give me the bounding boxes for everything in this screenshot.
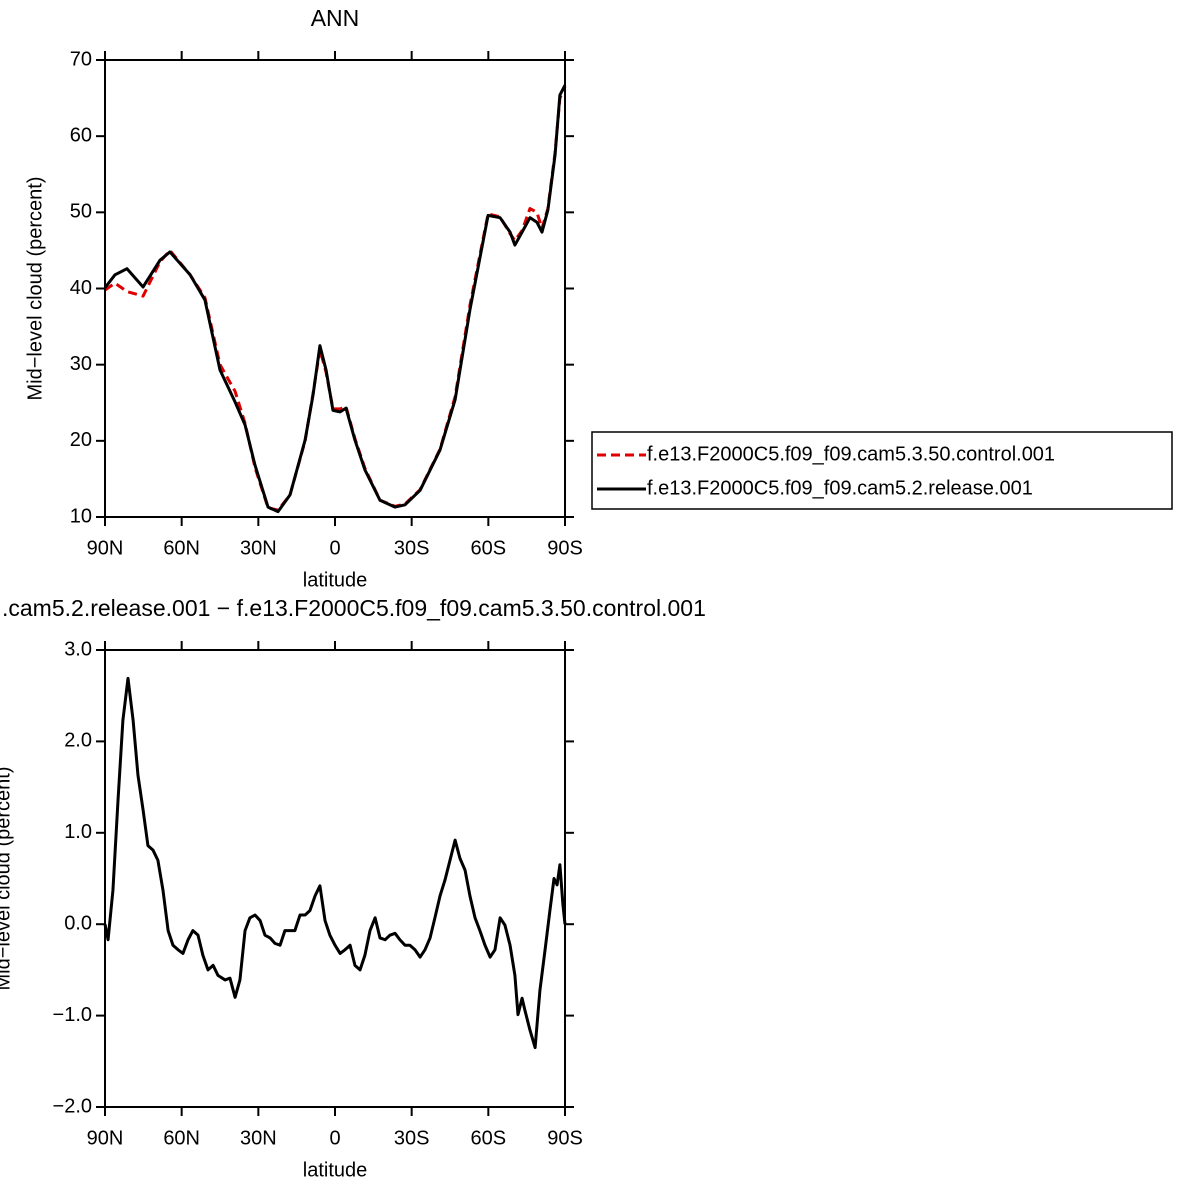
x-tick-label: 90S — [547, 1127, 583, 1149]
plot-frame — [104, 59, 566, 518]
legend-label: f.e13.F2000C5.f09_f09.cam5.3.50.control.… — [647, 443, 1055, 465]
x-tick-label: 60N — [163, 537, 200, 559]
y-axis-label: Mid−level cloud (percent) — [24, 177, 46, 401]
x-tick-label: 30N — [240, 1127, 277, 1149]
y-tick-label: 2.0 — [64, 730, 92, 752]
x-axis-label: latitude — [303, 1159, 368, 1181]
y-tick-label: 0.0 — [64, 912, 92, 934]
legend-label: f.e13.F2000C5.f09_f09.cam5.2.release.001 — [647, 477, 1033, 499]
data-line — [103, 676, 567, 1050]
x-tick-label: 90N — [87, 1127, 124, 1149]
chart-title: ANN — [311, 5, 360, 31]
x-tick-label: 60S — [471, 537, 507, 559]
x-tick-label: 0 — [329, 537, 340, 559]
y-tick-label: 60 — [70, 124, 92, 146]
y-tick-label: 20 — [70, 429, 92, 451]
x-tick-label: 30S — [394, 1127, 430, 1149]
x-axis-label: latitude — [303, 569, 368, 591]
x-tick-label: 30S — [394, 537, 430, 559]
x-tick-label: 90S — [547, 537, 583, 559]
x-tick-label: 60N — [163, 1127, 200, 1149]
y-tick-label: 70 — [70, 48, 92, 70]
y-tick-label: 30 — [70, 353, 92, 375]
y-tick-label: 10 — [70, 505, 92, 527]
y-tick-label: −2.0 — [53, 1095, 92, 1117]
y-tick-label: 40 — [70, 277, 92, 299]
y-tick-label: 3.0 — [64, 638, 92, 660]
y-tick-label: 1.0 — [64, 821, 92, 843]
x-tick-label: 90N — [87, 537, 124, 559]
plot-frame — [104, 649, 566, 1108]
data-line — [103, 84, 567, 514]
legend-box — [591, 431, 1173, 510]
y-axis-label: Mid−level cloud (percent) — [0, 767, 14, 991]
chart-title: .cam5.2.release.001 − f.e13.F2000C5.f09_… — [2, 595, 706, 621]
data-line — [104, 86, 567, 512]
y-tick-label: −1.0 — [53, 1004, 92, 1026]
y-tick-label: 50 — [70, 201, 92, 223]
x-tick-label: 0 — [329, 1127, 340, 1149]
x-tick-label: 60S — [471, 1127, 507, 1149]
x-tick-label: 30N — [240, 537, 277, 559]
